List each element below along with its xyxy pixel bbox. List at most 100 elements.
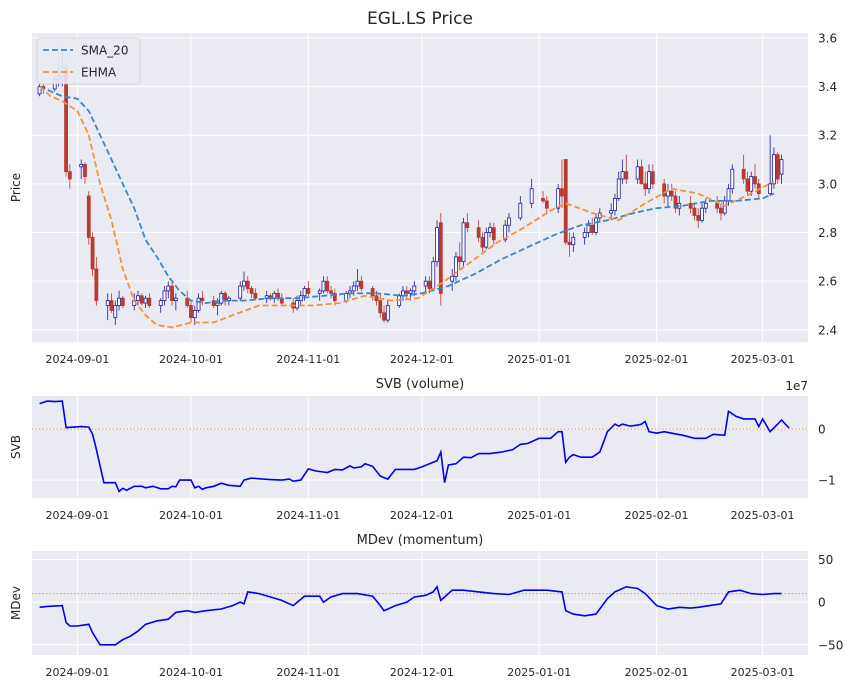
candle-body: [306, 288, 311, 294]
candle-body: [703, 202, 708, 209]
x-tick-label: 2024-10-01: [159, 666, 223, 679]
legend-label: SMA_20: [81, 44, 128, 58]
axis-scale-label: 1e7: [785, 379, 808, 393]
candle-body: [507, 217, 511, 226]
candle-body: [264, 295, 269, 299]
candle-body: [544, 200, 549, 209]
candle-body: [450, 275, 455, 282]
series-line: [39, 585, 782, 646]
candle-body: [772, 154, 776, 185]
y-tick-label: 3.4: [818, 80, 837, 94]
x-tick-label: 2025-02-01: [625, 353, 689, 366]
x-tick-label: 2025-03-01: [731, 353, 795, 366]
candle-body: [37, 86, 42, 95]
chart-panel-1: [32, 33, 808, 342]
x-tick-label: 2025-01-01: [507, 353, 571, 366]
candle-body: [567, 241, 572, 246]
series-line-ehma: [39, 85, 775, 329]
y-tick-label: 50: [818, 553, 833, 567]
candle-body: [753, 176, 757, 185]
candle-body: [90, 236, 95, 270]
candle-body: [166, 285, 171, 292]
y-tick-label: 2.8: [818, 226, 837, 240]
candle-body: [692, 207, 697, 216]
candle-body: [488, 227, 492, 233]
candle-body: [136, 295, 140, 302]
x-tick-label: 2024-10-01: [159, 509, 223, 522]
candle-body: [768, 183, 773, 194]
candle-body: [253, 292, 258, 299]
y-tick-label: 3.2: [818, 129, 837, 143]
candle-body: [215, 302, 220, 306]
candle-body: [476, 227, 481, 238]
candle-body: [120, 297, 125, 306]
chart-title: MDev (momentum): [357, 533, 484, 548]
candle-body: [643, 183, 648, 190]
candle-body: [321, 280, 326, 292]
candle-body: [503, 224, 508, 241]
candle-body: [669, 190, 674, 197]
plot-background: [32, 551, 808, 655]
plot-background: [32, 396, 808, 498]
candle-body: [722, 200, 727, 214]
candle-body: [302, 288, 307, 297]
candle-body: [211, 300, 216, 306]
candle-body: [518, 202, 523, 219]
legend: [36, 37, 141, 85]
candle-body: [351, 285, 356, 292]
x-tick-label: 2024-09-01: [45, 353, 109, 366]
candle-body: [635, 166, 640, 180]
candle-body: [325, 280, 330, 292]
y-tick-label: 0: [818, 596, 826, 610]
candle-body: [563, 159, 568, 243]
candle-body: [295, 300, 299, 309]
candle-body: [616, 178, 621, 199]
candle-body: [238, 285, 243, 299]
candle-body: [139, 295, 144, 304]
candle-body: [594, 217, 598, 233]
candle-body: [317, 290, 322, 294]
candle-body: [412, 285, 417, 292]
candle-body: [571, 236, 576, 246]
candle-body: [329, 290, 333, 294]
candle-body: [715, 202, 720, 209]
candle-body: [639, 166, 644, 185]
candle-body: [245, 280, 250, 289]
candle-body: [173, 297, 178, 302]
candle-body: [461, 222, 466, 263]
candle-body: [408, 290, 413, 294]
candle-body: [427, 280, 432, 289]
candle-body: [491, 227, 496, 241]
candle-body: [359, 280, 364, 289]
candle-body: [586, 224, 591, 233]
candle-body: [249, 288, 254, 294]
candle-body: [385, 305, 390, 321]
x-tick-label: 2025-01-01: [507, 509, 571, 522]
candle-body: [726, 188, 731, 202]
candle-body: [673, 195, 678, 209]
candle-body: [700, 207, 704, 221]
candle-body: [560, 188, 564, 197]
candle-body: [117, 297, 121, 306]
candle-body: [94, 268, 99, 302]
chart-title: EGL.LS Price: [367, 9, 473, 29]
candle-body: [719, 207, 723, 214]
candle-body: [454, 256, 458, 277]
y-tick-label: 2.4: [818, 323, 837, 337]
candle-body: [484, 232, 489, 248]
plot-background: [32, 33, 808, 342]
candle-body: [590, 224, 595, 233]
candle-body: [226, 297, 231, 302]
chart-panel-3: [32, 551, 808, 655]
x-tick-label: 2025-03-01: [731, 509, 795, 522]
candle-body: [435, 227, 439, 263]
candle-body: [158, 300, 163, 306]
candle-body: [332, 292, 337, 302]
y-tick-label: 3.6: [818, 31, 837, 45]
candle-body: [775, 154, 780, 180]
x-tick-label: 2024-10-01: [159, 353, 223, 366]
candle-body: [624, 171, 629, 180]
candle-body: [465, 222, 470, 229]
